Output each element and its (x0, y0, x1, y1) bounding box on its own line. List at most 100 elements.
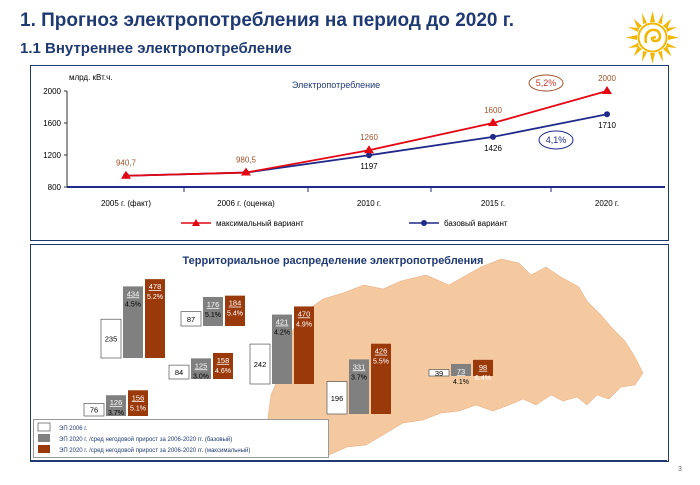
region-bar-value: 125 (195, 361, 208, 370)
data-point-circle (490, 133, 496, 140)
x-tick-label: 2015 г. (481, 199, 505, 208)
growth-max-label: 5,2% (536, 78, 557, 88)
region-bar (83, 403, 105, 417)
region-bar (203, 296, 223, 326)
chart-title: Электропотребление (292, 80, 380, 90)
region-growth-label: 4.9% (296, 321, 312, 328)
legend-max-label: максимальный вариант (216, 219, 304, 228)
region-bar (249, 343, 271, 385)
region-growth-label: 4.5% (125, 301, 141, 308)
data-value-label: 980,5 (236, 156, 257, 165)
data-point-triangle (121, 170, 131, 179)
region-bar-value: 242 (254, 360, 267, 369)
region-bar-value: 73 (457, 367, 465, 376)
region-bar-value: 331 (353, 362, 366, 371)
region-bar-value: 87 (187, 315, 195, 324)
slide-title: 1. Прогноз электропотребления на период … (20, 10, 515, 31)
data-value-label: 1710 (598, 121, 616, 130)
data-value-label: 1260 (360, 133, 378, 142)
x-tick-label: 2005 г. (факт) (101, 199, 151, 208)
region-bar (191, 358, 211, 379)
region-bar-value: 421 (276, 318, 289, 327)
legend-2006-label: ЭП 2006 г. (59, 426, 88, 432)
footer-line (30, 460, 667, 461)
line-chart-panel: млрд. кВт.ч. Электропотребление 800 1200 1… (30, 65, 669, 241)
legend-swatch-max (38, 445, 50, 453)
region-bar-value: 184 (229, 299, 242, 308)
regional-chart: Территориальное распределение электропот… (83, 255, 644, 458)
region-bar-value: 156 (132, 393, 145, 402)
region-growth-label: 5.1% (205, 312, 221, 319)
region-bar-value: 426 (375, 347, 388, 356)
region-bar-value: 235 (105, 335, 118, 344)
data-value-label: 940,7 (116, 159, 137, 168)
data-value-label: 2000 (598, 74, 616, 83)
region-bar-value: 478 (149, 282, 162, 291)
data-point-circle (604, 111, 610, 118)
data-value-label: 1600 (484, 106, 502, 115)
legend-base: базовый вариант (409, 219, 508, 228)
regional-chart-panel: Территориальное распределение электропот… (30, 244, 669, 462)
region-bar-value: 470 (298, 309, 311, 318)
company-logo-icon (626, 11, 679, 64)
region-bar-value: 434 (127, 289, 140, 298)
region-bar (123, 286, 143, 358)
data-point-triangle (488, 118, 498, 126)
y-tick-label: 2000 (43, 87, 61, 96)
region-bar (349, 359, 369, 414)
region-bar (100, 318, 122, 359)
region-growth-label: 6.4% (475, 375, 491, 382)
region-growth-label: 5.2% (147, 294, 163, 301)
region-bar-value: 176 (207, 300, 220, 309)
regional-legend: ЭП 2006 г. ЭП 2020 г. /сред негодовой пр… (33, 419, 329, 458)
x-tick-label: 2020 г. (595, 199, 619, 208)
region-bar (294, 306, 314, 384)
data-value-label: 1426 (484, 144, 502, 153)
y-tick-label: 1200 (43, 151, 61, 160)
region-bar (168, 364, 190, 380)
data-value-label: 1197 (360, 162, 378, 171)
line-chart: млрд. кВт.ч. Электропотребление 800 1200 1… (43, 73, 665, 228)
region-bar (106, 395, 126, 416)
data-point-triangle (602, 86, 612, 94)
data-point-triangle (241, 167, 251, 176)
region-growth-label: 4.1% (453, 379, 469, 386)
region-bar (371, 343, 391, 414)
region-bar-value: 76 (90, 406, 98, 415)
data-point-circle (366, 152, 372, 159)
region-bar (145, 279, 165, 358)
legend-base-label: базовый вариант (444, 219, 508, 228)
growth-max-circle (528, 74, 564, 92)
growth-base-label: 4,1% (546, 135, 567, 145)
data-point-triangle (364, 145, 374, 154)
region-bar-value: 126 (110, 398, 123, 407)
region-bar (272, 314, 292, 384)
regional-chart-title: Территориальное распределение электропот… (183, 255, 484, 267)
legend-swatch-2006 (37, 422, 51, 432)
region-growth-label: 5.4% (227, 311, 243, 318)
region-bar (428, 369, 450, 377)
region-bar-value: 98 (479, 363, 487, 372)
legend-base-2020-label: ЭП 2020 г. /сред негодовой прирост за 20… (59, 436, 232, 443)
x-tick-label: 2010 г. (357, 199, 381, 208)
region-growth-label: 5.1% (130, 405, 146, 412)
region-growth-label: 3.0% (193, 373, 209, 380)
legend-max-2020-label: ЭП 2020 г. /сред негодовой прирост за 20… (59, 447, 250, 454)
region-bar (128, 390, 148, 416)
region-growth-label: 5.5% (373, 359, 389, 366)
region-bar (225, 295, 245, 326)
slide-subtitle: 1.1 Внутреннее электропотребление (20, 40, 292, 57)
x-tick-label: 2006 г. (оценка) (217, 199, 275, 208)
region-growth-label: 3.7% (351, 374, 367, 381)
region-bar (473, 359, 493, 376)
page-number: 3 (678, 466, 682, 473)
region-growth-label: 4.6% (215, 368, 231, 375)
region-bar (180, 311, 202, 327)
chart-ylabel: млрд. кВт.ч. (69, 73, 113, 82)
legend-swatch-base (38, 434, 50, 442)
region-growth-label: 3.7% (108, 410, 124, 417)
y-tick-label: 800 (48, 183, 62, 192)
legend-max: максимальный вариант (181, 219, 304, 228)
region-bar-value: 158 (217, 356, 230, 365)
